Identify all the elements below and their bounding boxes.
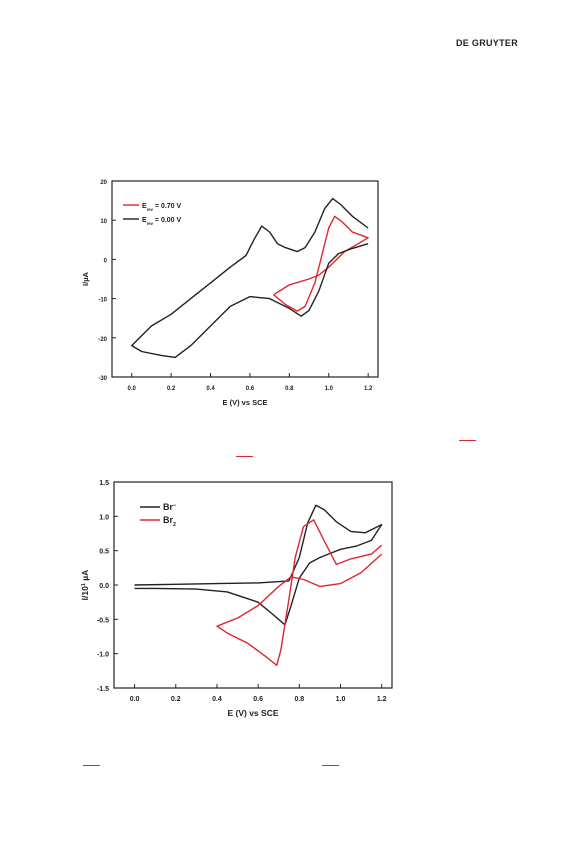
x-tick-label: 1.2 <box>364 386 373 392</box>
reference-link-underline <box>236 456 253 457</box>
x-tick-label: 0.4 <box>206 386 215 392</box>
y-tick-label: -0.5 <box>97 617 109 624</box>
legend-label: Erev = 0.70 V <box>142 203 182 212</box>
series-line <box>273 215 369 312</box>
x-tick-label: 1.2 <box>377 696 387 703</box>
y-tick-label: -10 <box>98 298 107 304</box>
y-axis-label: I/µA <box>81 271 90 285</box>
y-tick-label: 1.5 <box>99 480 109 487</box>
reference-link-underline <box>322 765 339 766</box>
x-tick-label: 0.2 <box>167 386 176 392</box>
x-tick-label: 1.0 <box>336 696 346 703</box>
y-tick-label: -1.5 <box>97 686 109 693</box>
series-line <box>216 519 383 666</box>
y-tick-label: -30 <box>98 376 107 382</box>
x-tick-label: 0.2 <box>171 696 181 703</box>
reference-link-underline <box>459 440 476 441</box>
legend-label: Br2 <box>163 515 176 528</box>
y-tick-label: 20 <box>100 180 107 186</box>
legend-label: Erev = 0.00 V <box>142 217 182 226</box>
cyclic-voltammogram-chart-1: 0.0 0.2 0.4 0.6 0.8 1.0 1.2 20 10 0 -10 -20 -30 E (V)… <box>81 180 379 407</box>
y-tick-label: 0.5 <box>99 549 109 556</box>
x-tick-label: 0.0 <box>128 386 137 392</box>
x-tick-label: 0.6 <box>246 386 255 392</box>
x-tick-label: 0.8 <box>285 386 294 392</box>
x-tick-label: 0.0 <box>130 696 140 703</box>
legend-label: Br− <box>163 502 177 512</box>
x-tick-label: 1.0 <box>325 386 334 392</box>
y-axis-label: I/101 µA <box>80 570 90 601</box>
y-tick-label: 0.0 <box>99 583 109 590</box>
plot-frame <box>111 180 379 378</box>
x-tick-label: 0.4 <box>212 696 222 703</box>
x-axis-label: E (V) vs SCE <box>227 708 278 718</box>
y-tick-label: -20 <box>98 337 107 343</box>
x-tick-label: 0.6 <box>253 696 263 703</box>
reference-link-underline <box>83 765 100 766</box>
y-tick-label: 0 <box>104 258 108 264</box>
series-line <box>131 197 369 359</box>
series-line <box>134 504 383 626</box>
publisher-header: DE GRUYTER <box>455 38 518 48</box>
x-tick-label: 0.8 <box>294 696 304 703</box>
y-tick-label: 1.0 <box>99 514 109 521</box>
x-axis-label: E (V) vs SCE <box>222 398 267 407</box>
y-tick-label: -1.0 <box>97 652 109 659</box>
y-tick-label: 10 <box>100 219 107 225</box>
